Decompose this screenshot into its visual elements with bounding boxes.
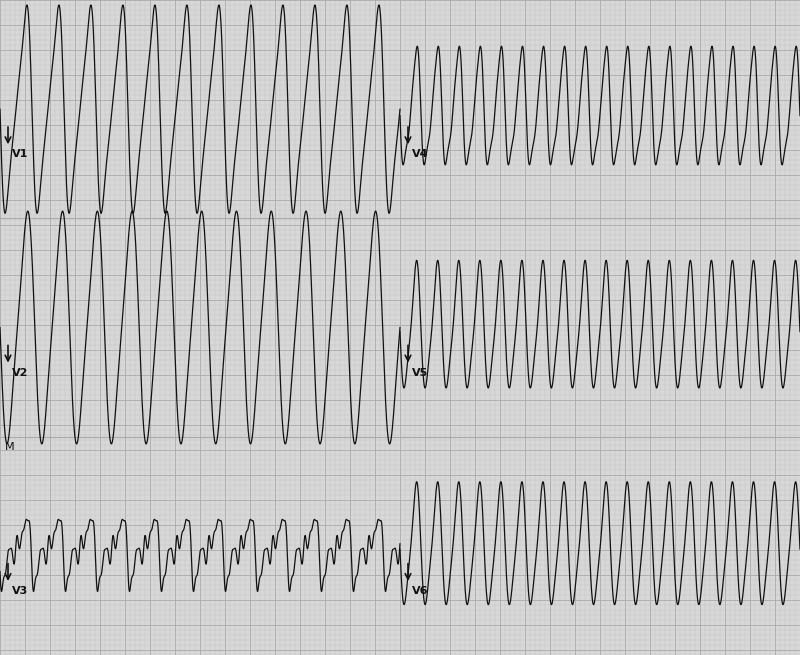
Text: M: M [5, 441, 14, 452]
Text: V6: V6 [412, 586, 429, 596]
Text: V4: V4 [412, 149, 429, 159]
Text: V3: V3 [12, 586, 28, 596]
Text: V5: V5 [412, 367, 428, 377]
Text: V1: V1 [12, 149, 28, 159]
Text: V2: V2 [12, 367, 28, 377]
